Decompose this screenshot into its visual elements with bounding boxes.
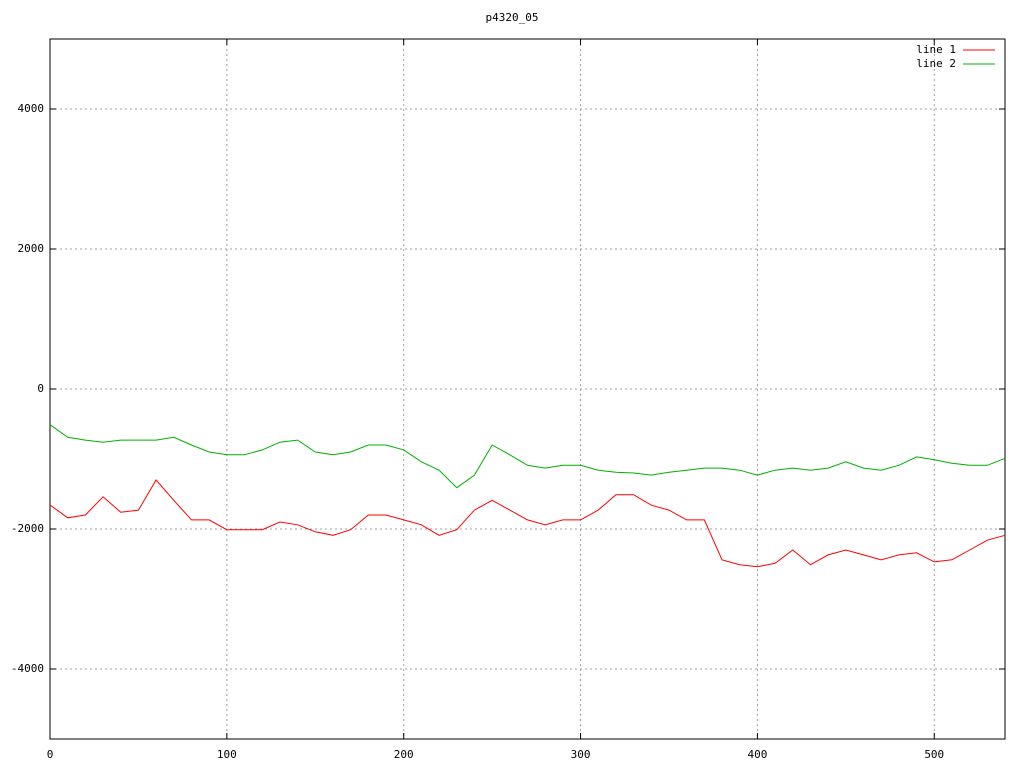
x-tick-label: 400 xyxy=(747,748,767,761)
series-line xyxy=(49,424,1006,489)
y-tick-label: -2000 xyxy=(11,522,44,535)
x-tick-label: 300 xyxy=(571,748,591,761)
x-tick-label: 200 xyxy=(394,748,414,761)
y-tick-label: 2000 xyxy=(18,242,45,255)
plot-border xyxy=(49,38,1006,740)
x-tick-label: 0 xyxy=(47,748,54,761)
legend-label: line 1 xyxy=(916,43,956,56)
chart-title: p4320_05 xyxy=(486,11,539,24)
legend-label: line 2 xyxy=(916,57,956,70)
series-line xyxy=(49,479,1006,568)
y-tick-label: 0 xyxy=(37,382,44,395)
x-tick-label: 500 xyxy=(924,748,944,761)
y-tick-label: 4000 xyxy=(18,102,45,115)
x-tick-label: 100 xyxy=(217,748,237,761)
y-tick-label: -4000 xyxy=(11,662,44,675)
